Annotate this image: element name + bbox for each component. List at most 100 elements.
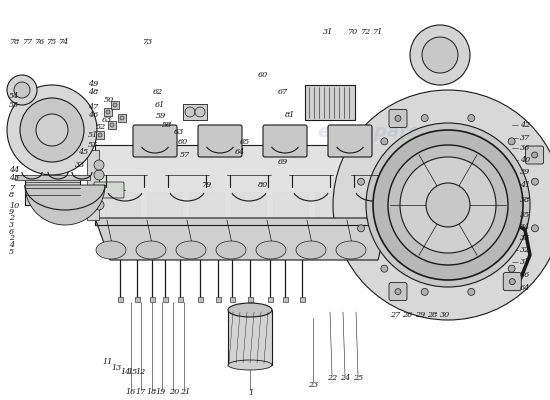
Text: 29: 29 bbox=[415, 311, 425, 319]
Text: 72: 72 bbox=[360, 28, 370, 36]
Circle shape bbox=[426, 183, 470, 227]
Text: 65: 65 bbox=[240, 138, 250, 146]
FancyBboxPatch shape bbox=[389, 283, 407, 301]
Text: 13: 13 bbox=[112, 364, 122, 372]
Text: eurospares: eurospares bbox=[97, 223, 211, 241]
Text: 47: 47 bbox=[88, 103, 98, 111]
Text: 51: 51 bbox=[88, 131, 98, 139]
Ellipse shape bbox=[336, 241, 366, 259]
Bar bbox=[118, 297, 123, 302]
Bar bbox=[118, 114, 126, 122]
Circle shape bbox=[110, 123, 114, 127]
Text: 55: 55 bbox=[9, 101, 19, 109]
Circle shape bbox=[381, 265, 388, 272]
Text: 54: 54 bbox=[9, 92, 19, 100]
Ellipse shape bbox=[96, 241, 126, 259]
Text: 33: 33 bbox=[520, 234, 530, 242]
Text: 39: 39 bbox=[520, 168, 530, 176]
Circle shape bbox=[185, 107, 195, 117]
Ellipse shape bbox=[296, 241, 326, 259]
Text: 8: 8 bbox=[9, 191, 14, 199]
FancyBboxPatch shape bbox=[95, 145, 388, 225]
Circle shape bbox=[395, 289, 401, 295]
Circle shape bbox=[7, 75, 37, 105]
Text: 24: 24 bbox=[340, 374, 350, 382]
Text: 48: 48 bbox=[88, 88, 98, 96]
Circle shape bbox=[531, 178, 538, 185]
Text: 23: 23 bbox=[308, 381, 318, 389]
Circle shape bbox=[395, 115, 401, 121]
Text: 43: 43 bbox=[9, 174, 19, 182]
Bar bbox=[300, 297, 305, 302]
Circle shape bbox=[388, 145, 508, 265]
Circle shape bbox=[422, 37, 458, 73]
Text: 22: 22 bbox=[327, 374, 337, 382]
Text: 58: 58 bbox=[162, 121, 172, 129]
Text: 73: 73 bbox=[142, 38, 152, 46]
Wedge shape bbox=[25, 185, 105, 225]
Text: 36: 36 bbox=[520, 144, 530, 152]
FancyBboxPatch shape bbox=[198, 125, 242, 157]
Text: 10: 10 bbox=[9, 202, 19, 210]
Circle shape bbox=[36, 114, 68, 146]
Text: 63: 63 bbox=[174, 128, 184, 136]
Text: 77: 77 bbox=[22, 38, 32, 46]
Circle shape bbox=[106, 110, 110, 114]
FancyBboxPatch shape bbox=[503, 273, 521, 291]
Circle shape bbox=[14, 82, 30, 98]
Circle shape bbox=[508, 265, 515, 272]
Text: 17: 17 bbox=[136, 388, 146, 396]
Text: 45: 45 bbox=[78, 148, 88, 156]
Circle shape bbox=[113, 103, 117, 107]
Text: 76: 76 bbox=[34, 38, 44, 46]
Circle shape bbox=[509, 279, 515, 285]
Bar bbox=[197, 297, 202, 302]
Text: 27: 27 bbox=[390, 311, 400, 319]
Text: 70: 70 bbox=[347, 28, 357, 36]
Text: 62: 62 bbox=[153, 88, 163, 96]
FancyBboxPatch shape bbox=[87, 150, 99, 220]
FancyBboxPatch shape bbox=[305, 85, 355, 120]
Bar bbox=[178, 297, 183, 302]
Bar bbox=[229, 297, 234, 302]
Text: 30: 30 bbox=[440, 311, 450, 319]
Circle shape bbox=[7, 85, 97, 175]
Text: 20: 20 bbox=[169, 388, 179, 396]
Bar bbox=[248, 297, 252, 302]
FancyBboxPatch shape bbox=[389, 109, 407, 127]
Text: 31: 31 bbox=[520, 258, 530, 266]
FancyBboxPatch shape bbox=[263, 125, 307, 157]
Text: 32: 32 bbox=[520, 246, 530, 254]
Polygon shape bbox=[95, 218, 388, 260]
Text: 80: 80 bbox=[258, 181, 268, 189]
Ellipse shape bbox=[228, 360, 272, 370]
Circle shape bbox=[195, 107, 205, 117]
Text: 19: 19 bbox=[156, 388, 166, 396]
Ellipse shape bbox=[136, 241, 166, 259]
Text: 53: 53 bbox=[88, 141, 98, 149]
Bar bbox=[418, 187, 478, 223]
Bar bbox=[135, 297, 140, 302]
Bar bbox=[283, 297, 288, 302]
Text: 28: 28 bbox=[427, 311, 437, 319]
Text: 69: 69 bbox=[278, 158, 288, 166]
Ellipse shape bbox=[256, 241, 286, 259]
Text: 67: 67 bbox=[278, 88, 288, 96]
Text: 75: 75 bbox=[46, 38, 56, 46]
Polygon shape bbox=[15, 175, 90, 180]
Circle shape bbox=[468, 114, 475, 122]
Text: 35: 35 bbox=[520, 211, 530, 219]
Text: 21: 21 bbox=[180, 388, 190, 396]
Text: 12: 12 bbox=[136, 368, 146, 376]
Circle shape bbox=[333, 90, 550, 320]
Text: 42: 42 bbox=[520, 121, 530, 129]
Bar bbox=[150, 297, 155, 302]
Text: 33: 33 bbox=[75, 161, 85, 169]
Bar bbox=[111, 101, 119, 109]
Text: 11: 11 bbox=[103, 358, 113, 366]
Bar bbox=[183, 104, 207, 120]
Text: 57: 57 bbox=[180, 151, 190, 159]
Text: 64: 64 bbox=[520, 284, 530, 292]
Circle shape bbox=[532, 152, 537, 158]
Text: 59: 59 bbox=[156, 112, 166, 120]
